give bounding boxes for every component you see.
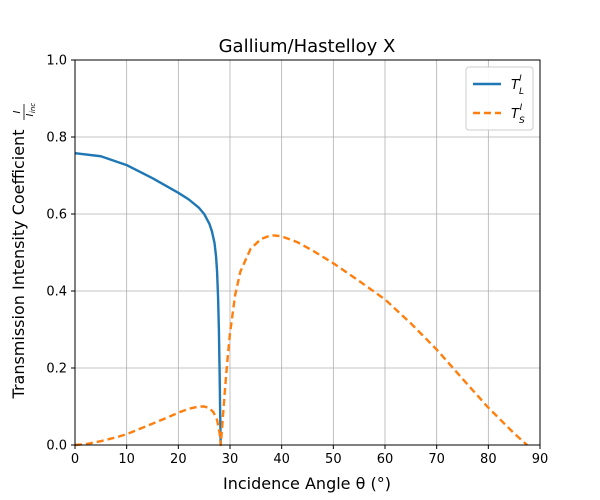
chart-title: Gallium/Hastelloy X — [219, 36, 396, 57]
y-axis-label-denominator-sub: inc — [29, 103, 37, 113]
x-tick-label: 40 — [273, 452, 290, 467]
y-axis-label-main: Transmission Intensity Coefficient — [9, 130, 28, 400]
y-tick-label: 0.6 — [46, 208, 67, 223]
y-tick-label: 0.0 — [46, 439, 67, 454]
series-line-ts — [74, 233, 528, 447]
y-tick-label: 0.2 — [46, 362, 67, 377]
legend-label-ts: TSI — [511, 103, 525, 126]
legend-label-tl: TLI — [511, 74, 524, 97]
y-tick-label: 0.8 — [46, 131, 67, 146]
legend: TLI TSI — [465, 66, 534, 131]
x-tick-label: 70 — [428, 452, 445, 467]
y-tick-label: 0.4 — [46, 285, 67, 300]
series-line-tl — [74, 151, 222, 446]
x-tick-label: 30 — [222, 452, 239, 467]
y-tick-label: 1.0 — [46, 54, 67, 69]
plot-frame — [74, 59, 541, 446]
x-tick-label: 60 — [377, 452, 394, 467]
y-axis-label: Transmission Intensity Coefficient I I i… — [9, 103, 37, 400]
x-tick-label: 50 — [325, 452, 342, 467]
x-axis-label: Incidence Angle θ (°) — [223, 474, 391, 493]
series-group — [74, 151, 528, 447]
x-tick-label: 20 — [170, 452, 187, 467]
x-tick-label: 10 — [118, 452, 135, 467]
x-tick-label: 90 — [532, 452, 549, 467]
x-tick-label: 80 — [480, 452, 497, 467]
x-tick-label: 0 — [71, 452, 79, 467]
y-axis-label-denominator: I — [25, 113, 36, 116]
y-axis-label-numerator: I — [12, 110, 23, 113]
ticks-group: 0 10 20 30 40 50 60 70 80 90 0.0 0.2 0.4 0.6 0.8 1.0 — [46, 54, 548, 468]
